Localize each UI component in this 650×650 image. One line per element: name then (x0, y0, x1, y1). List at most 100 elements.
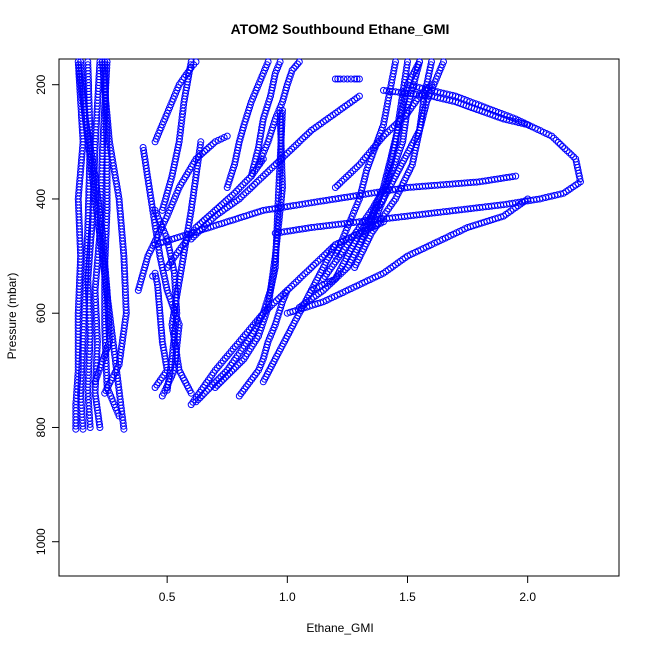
data-point (230, 365, 238, 373)
data-point (559, 143, 567, 150)
data-point (567, 151, 575, 159)
data-point (283, 286, 291, 294)
data-point (232, 363, 240, 371)
data-point (340, 175, 348, 183)
data-point (428, 58, 435, 66)
data-point (416, 92, 423, 100)
data-point (93, 372, 101, 380)
data-point (235, 195, 243, 203)
data-point (276, 58, 284, 66)
data-point (231, 189, 238, 197)
data-point (310, 261, 317, 269)
data-point (220, 375, 227, 383)
data-point (521, 120, 529, 128)
data-point (288, 145, 296, 153)
data-point (305, 129, 313, 136)
data-point (283, 149, 291, 157)
data-point (194, 229, 202, 237)
data-point (187, 58, 195, 66)
data-point (205, 218, 213, 226)
data-point (384, 128, 392, 136)
data-point (196, 227, 204, 235)
data-point (77, 61, 85, 69)
data-point (238, 357, 246, 365)
data-point (233, 187, 241, 195)
data-point (305, 266, 313, 274)
data-point (288, 282, 296, 290)
data-point (223, 132, 231, 140)
x-tick-label: 0.5 (159, 590, 176, 604)
data-point (292, 278, 300, 286)
data-point (197, 138, 205, 146)
data-point (392, 58, 399, 66)
data-point (237, 390, 245, 398)
data-point (243, 176, 251, 184)
data-point (424, 85, 431, 92)
data-point (388, 124, 396, 132)
data-point (239, 181, 247, 189)
data-point (338, 177, 346, 185)
data-point (294, 60, 301, 68)
data-point (207, 216, 215, 224)
data-point (222, 373, 229, 381)
data-point (426, 83, 433, 91)
data-point (294, 276, 302, 284)
data-point (120, 425, 128, 433)
data-point (336, 75, 344, 83)
y-tick-label: 1000 (34, 528, 48, 555)
data-point (237, 193, 245, 201)
data-point (192, 58, 200, 66)
data-point (272, 160, 280, 168)
data-point (242, 189, 250, 197)
y-tick-label: 600 (34, 303, 48, 323)
data-point (361, 154, 369, 161)
data-point (552, 136, 560, 144)
data-point (264, 168, 272, 176)
data-point (565, 149, 573, 157)
data-point (386, 126, 394, 134)
data-point (307, 264, 315, 271)
data-point (228, 367, 236, 375)
data-point (401, 111, 409, 119)
data-point (404, 58, 411, 66)
data-point (149, 272, 157, 280)
data-point (296, 137, 304, 145)
data-point (205, 144, 213, 151)
data-point (152, 272, 160, 280)
data-point (268, 301, 276, 309)
data-point (286, 284, 293, 292)
data-point (262, 307, 269, 315)
data-point (512, 172, 520, 180)
data-point (331, 184, 339, 191)
data-point (321, 251, 328, 259)
data-point (345, 171, 352, 179)
data-point (222, 197, 230, 205)
x-axis-ticks: 0.5 1.0 1.5 2.0 (159, 576, 536, 604)
x-tick-label: 2.0 (519, 590, 536, 604)
data-point (294, 139, 302, 147)
data-point (319, 286, 327, 294)
y-tick-label: 400 (34, 189, 48, 209)
data-point (255, 176, 263, 184)
data-point (213, 381, 221, 389)
data-point (201, 147, 208, 155)
data-point (217, 377, 225, 385)
data-point (241, 331, 249, 339)
data-point (336, 179, 344, 187)
data-point (299, 135, 307, 143)
data-point (266, 303, 274, 311)
data-point (241, 179, 249, 186)
data-point (277, 293, 285, 301)
data-point (244, 187, 252, 195)
data-point (234, 361, 242, 369)
data-point (207, 142, 215, 150)
data-point (427, 61, 435, 69)
data-point (248, 183, 256, 190)
data-point (77, 58, 85, 66)
data-point (281, 151, 289, 159)
data-point (257, 174, 265, 182)
data-point (228, 191, 236, 199)
data-point (292, 62, 300, 70)
data-point (290, 143, 298, 151)
data-point (246, 185, 254, 193)
